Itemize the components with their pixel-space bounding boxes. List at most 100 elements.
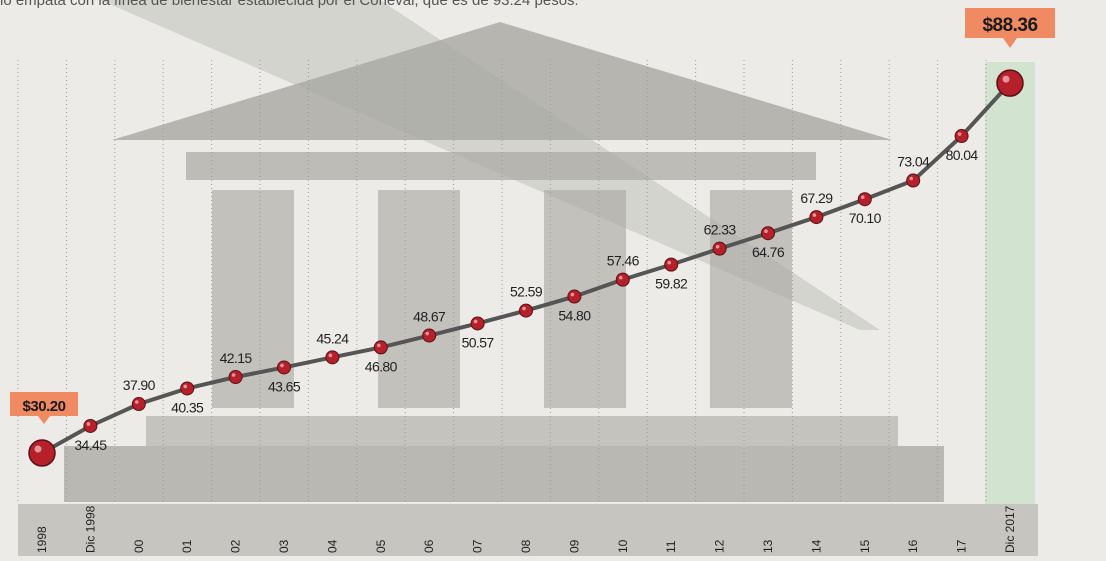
start-value-label: $30.20 [23, 398, 66, 415]
data-label: 48.67 [413, 309, 446, 325]
data-point [615, 272, 630, 287]
x-tick-label: Dic 1998 [83, 505, 97, 553]
data-point-shine [183, 384, 187, 389]
data-point-shine [957, 132, 962, 136]
data-point [996, 69, 1024, 97]
data-point-shine [715, 244, 720, 249]
x-tick-label: 15 [858, 539, 872, 553]
data-point-shine [764, 229, 768, 233]
x-tick-label: 04 [325, 539, 339, 553]
x-tick-label: 10 [616, 539, 630, 553]
start-value-callout-pointer [38, 416, 50, 424]
x-tick-label: 09 [567, 539, 581, 553]
data-point [83, 418, 98, 433]
data-label: 80.04 [946, 147, 979, 163]
data-point-shine [425, 331, 430, 336]
data-point [761, 226, 775, 241]
data-point [857, 192, 872, 207]
x-tick-label: 12 [713, 539, 727, 553]
data-point-shine [619, 275, 623, 280]
data-label: 34.45 [74, 437, 107, 453]
building-column-3 [544, 190, 626, 408]
data-label: 59.82 [655, 276, 688, 292]
data-point-shine [280, 363, 284, 368]
data-point-shine [135, 400, 139, 404]
building-architrave [186, 152, 816, 180]
data-point-shine [667, 260, 671, 265]
data-point [567, 289, 582, 304]
end-value-label: $88.36 [982, 15, 1037, 36]
x-tick-label: 05 [374, 539, 388, 553]
x-tick-label: 06 [422, 539, 436, 553]
building-step-2 [64, 446, 944, 502]
x-tick-label: 08 [519, 539, 533, 553]
x-tick-label: 13 [761, 539, 775, 553]
data-point [325, 350, 340, 365]
data-point [373, 340, 388, 355]
x-tick-label: 02 [229, 539, 243, 553]
data-label: 40.35 [171, 399, 204, 415]
x-tick-label: Dic 2017 [1003, 505, 1017, 553]
data-point [519, 303, 533, 318]
data-label: 54.80 [558, 308, 591, 324]
data-label: 52.59 [510, 284, 543, 300]
x-tick-label: 14 [809, 539, 823, 553]
building-column-4 [710, 190, 792, 408]
data-label: 37.90 [123, 377, 156, 393]
data-point-shine [570, 292, 575, 297]
data-label: 45.24 [316, 330, 349, 346]
data-point [712, 241, 727, 256]
building-column-2 [378, 190, 460, 408]
x-tick-label: 1998 [35, 526, 49, 553]
data-point [809, 210, 824, 225]
data-point-shine [231, 373, 236, 377]
data-point [954, 129, 969, 144]
data-point-shine [812, 213, 817, 217]
x-tick-label: 00 [132, 539, 146, 553]
data-point-shine [34, 445, 42, 453]
x-tick-label: 03 [277, 539, 291, 553]
building-illustration [64, 0, 944, 502]
x-axis-band [18, 504, 1038, 556]
data-point [180, 381, 195, 396]
data-label: 64.76 [752, 244, 785, 260]
data-point-shine [861, 195, 865, 200]
data-point [28, 439, 56, 467]
data-point-shine [86, 422, 91, 426]
x-tick-label: 16 [906, 539, 920, 553]
data-point-shine [1002, 75, 1010, 83]
caption-fragment: lo empata con la línea de bienestar esta… [0, 0, 579, 9]
x-tick-label: 07 [471, 539, 485, 553]
data-point-shine [473, 319, 478, 324]
final-value-highlight-bar [985, 62, 1035, 504]
data-point [470, 316, 485, 331]
data-label: 43.65 [268, 378, 301, 394]
x-tick-label: 01 [180, 539, 194, 553]
data-point [277, 360, 291, 375]
data-point [131, 397, 146, 412]
data-label: 73.04 [897, 154, 930, 170]
data-label: 70.10 [849, 210, 882, 226]
light-beam [100, 0, 880, 330]
data-point [228, 369, 243, 384]
data-point-shine [328, 353, 333, 358]
end-value-callout-box [965, 8, 1055, 38]
data-point-shine [909, 176, 913, 181]
data-label: 62.33 [704, 222, 737, 238]
data-label: 67.29 [800, 190, 833, 206]
data-label: 46.80 [365, 358, 398, 374]
data-point [906, 173, 921, 188]
building-step-1 [146, 416, 898, 446]
x-tick-label: 11 [664, 540, 678, 553]
data-point [422, 328, 437, 343]
data-label: 50.57 [462, 334, 495, 350]
x-tick-label: 17 [955, 539, 969, 553]
end-value-callout-pointer [1003, 38, 1017, 48]
data-point-shine [522, 306, 526, 311]
data-point-shine [377, 343, 381, 348]
start-value-callout-box [10, 392, 78, 416]
data-label: 42.15 [220, 350, 253, 366]
data-point [664, 257, 679, 272]
